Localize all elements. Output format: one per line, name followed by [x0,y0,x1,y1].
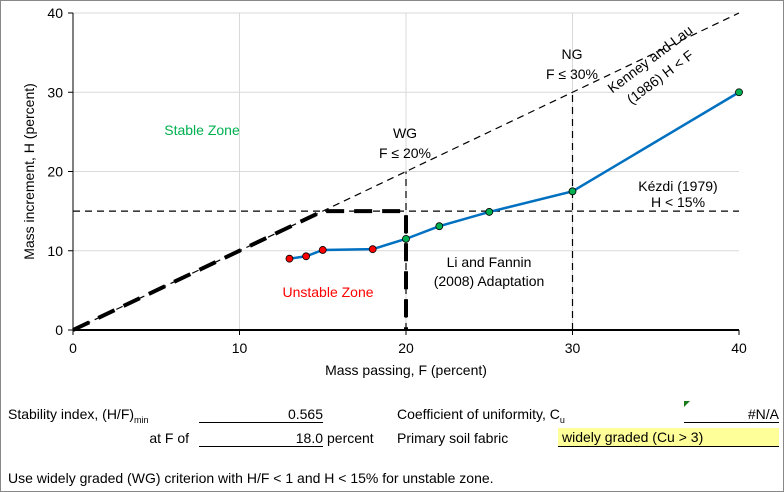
y-tick-label: 10 [47,243,63,259]
cu-value: #N/A [684,406,779,423]
atf-value: 18.0 [199,430,323,447]
y-tick-label: 40 [47,5,63,21]
data-point [435,222,444,231]
annotation: F ≤ 30% [546,66,598,82]
annotation: Kézdi (1979) [638,178,717,194]
x-tick-label: 10 [232,340,248,356]
atf-label: at F of [149,430,189,446]
criterion-boundary-line [72,209,408,332]
x-axis-title: Mass passing, F (percent) [325,362,487,378]
y-tick-label: 0 [55,322,63,338]
y-axis-title: Mass increment, H (percent) [21,83,37,260]
fabric-value: widely graded (Cu > 3) [558,428,779,447]
data-point [568,187,577,196]
x-tick-label: 30 [565,340,581,356]
annotation: Unstable Zone [282,284,373,300]
x-tick-label: 0 [69,340,77,356]
fabric-label: Primary soil fabric [397,430,509,446]
annotation: H < 15% [651,194,705,210]
data-point [485,208,494,216]
series-line [289,91,740,260]
y-tick-label: 20 [47,164,63,180]
x-tick-label: 20 [398,340,414,356]
annotation: Li and Fannin [447,254,532,270]
data-point [318,246,327,254]
data-point [402,234,410,243]
annotation: F ≤ 20% [379,145,431,161]
stability-value: 0.565 [199,406,323,423]
annotation: Stable Zone [164,122,240,138]
data-point [302,252,311,261]
data-point [285,254,294,263]
annotation: NG [562,46,583,62]
cu-label: Coefficient of uniformity, Cu [397,406,565,425]
x-tick-label: 40 [731,340,747,356]
data-point [735,88,743,97]
annotation: WG [393,125,417,141]
y-tick-label: 30 [47,84,63,100]
annotation: (2008) Adaptation [434,273,545,289]
atf-unit: percent [327,430,374,446]
stability-label: Stability index, (H/F)min [8,406,149,425]
chart: 0 10 20 30 40 0 10 20 30 40 Mass passing, F (perce… [21,5,747,378]
comment-indicator-icon [684,401,690,407]
criterion-note: Use widely graded (WG) criterion with H/… [8,470,494,486]
data-point [368,245,377,254]
